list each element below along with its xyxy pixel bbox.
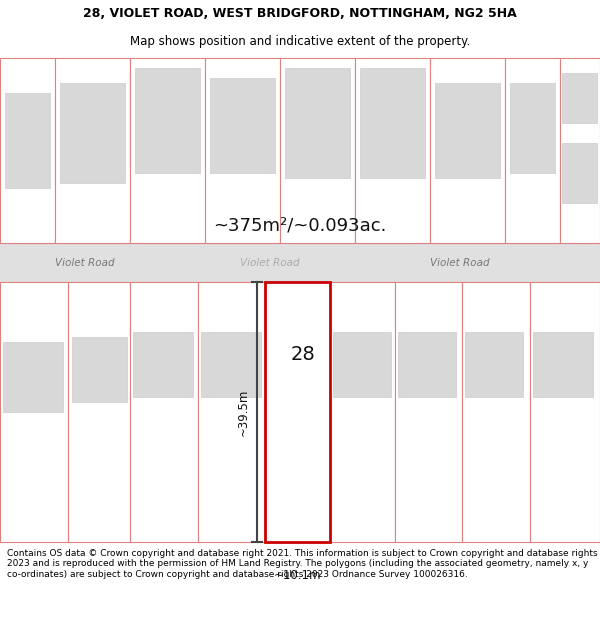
Bar [562,143,597,203]
Bar [135,68,200,173]
Bar [505,58,560,243]
Bar [562,73,597,123]
Bar [130,58,205,243]
Bar [560,58,600,243]
Bar [280,58,355,243]
Bar [68,282,130,542]
Bar [530,282,600,542]
Bar [265,282,330,542]
Bar [398,332,456,397]
Bar [0,58,55,243]
Bar [72,337,127,402]
Bar [395,282,462,542]
Bar [360,68,425,178]
Bar [0,243,600,282]
Bar [265,282,330,542]
Bar [5,93,50,188]
Bar [465,332,523,397]
Text: ~375m²/~0.093ac.: ~375m²/~0.093ac. [214,217,386,235]
Text: Map shows position and indicative extent of the property.: Map shows position and indicative extent… [130,35,470,48]
Text: Violet Road: Violet Road [430,258,490,268]
Bar [210,78,275,173]
Bar [510,83,555,173]
Bar [533,332,593,397]
Text: Contains OS data © Crown copyright and database right 2021. This information is : Contains OS data © Crown copyright and d… [7,549,598,579]
Bar [355,58,430,243]
Bar [133,332,193,397]
Bar [0,282,68,542]
Bar [198,282,265,542]
Bar [462,282,530,542]
Text: Violet Road: Violet Road [240,258,299,268]
Bar [333,332,391,397]
Bar [201,332,261,397]
Bar [435,83,500,178]
Bar [60,83,125,183]
Text: ~39.5m: ~39.5m [237,388,250,436]
Bar [430,58,505,243]
Bar [330,282,395,542]
Bar [205,58,280,243]
Text: 28, VIOLET ROAD, WEST BRIDGFORD, NOTTINGHAM, NG2 5HA: 28, VIOLET ROAD, WEST BRIDGFORD, NOTTING… [83,8,517,20]
Text: Violet Road: Violet Road [55,258,115,268]
Bar [130,282,198,542]
Bar [55,58,130,243]
Bar [285,68,350,178]
Text: 28: 28 [290,345,315,364]
Text: ~10.1m: ~10.1m [274,569,321,582]
Bar [3,342,63,412]
